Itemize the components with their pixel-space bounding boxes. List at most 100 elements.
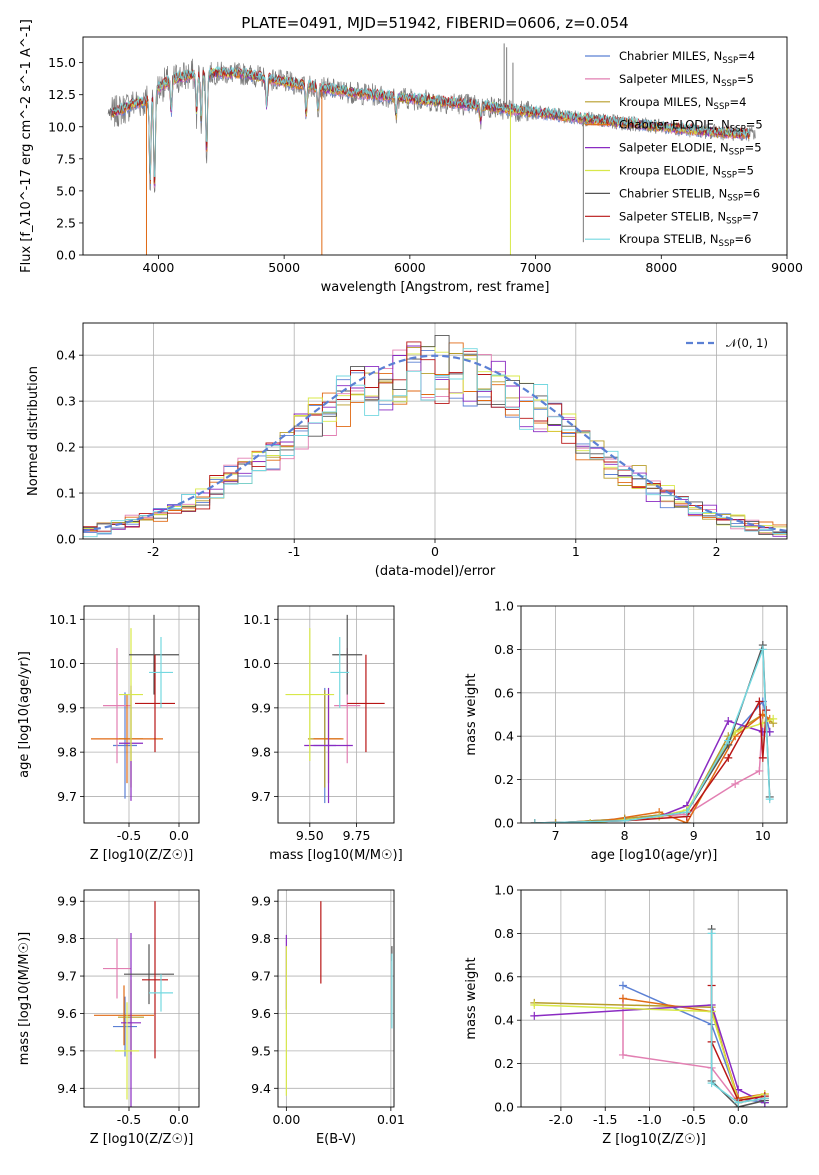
y-axis-label: mass weight: [464, 673, 479, 755]
legend-suffix: =5: [737, 72, 754, 86]
x-tick-label: -2: [147, 544, 159, 559]
x-tick-label: -0.5: [117, 1112, 141, 1127]
x-tick-label: 8: [621, 828, 629, 843]
axes-frame: [277, 889, 395, 1108]
plot-area-mass-vs-ebv: [278, 890, 394, 1107]
x-axis-label: Z [log10(Z/Z☉)]: [90, 1132, 194, 1147]
y-tick-label: 10.0: [49, 656, 77, 671]
weight-marker: [618, 981, 627, 990]
y-tick-label: 1.0: [494, 599, 514, 614]
x-tick-label: 0.00: [272, 1112, 300, 1127]
y-tick-label: 9.9: [57, 894, 77, 909]
errorbar-point: [149, 637, 173, 708]
weight-marker: [734, 1098, 743, 1107]
y-tick-label: 7.5: [56, 151, 76, 166]
errorbar-point: [91, 694, 163, 784]
y-tick-label: 9.8: [251, 931, 271, 946]
x-tick-label: 0: [431, 544, 439, 559]
weight-marker: [682, 808, 691, 817]
legend-suffix: =5: [737, 164, 754, 178]
x-tick-label: 7: [552, 828, 560, 843]
legend-suffix: =5: [746, 118, 763, 132]
y-tick-label: 5.0: [56, 183, 76, 198]
legend-label: Salpeter MILES, N: [619, 72, 721, 86]
y-tick-label: 9.7: [251, 789, 271, 804]
legend-entry: Kroupa ELODIE, NSSP=5: [619, 164, 754, 181]
legend-suffix: =6: [734, 232, 751, 246]
legend-entry: Kroupa MILES, NSSP=4: [619, 95, 746, 112]
x-tick-label: 9000: [771, 260, 803, 275]
chart-title: PLATE=0491, MJD=51942, FIBERID=0606, z=0…: [241, 14, 628, 32]
weight-marker: [530, 819, 539, 823]
y-tick-label: 0.3: [56, 394, 76, 409]
legend-label: Chabrier MILES, N: [619, 49, 722, 63]
errorbar-point: [330, 637, 350, 708]
chart-residuals: -2 -1 0 1 2 0.0 0.1 0.2 0.3 0.4 (data-model)/error…: [26, 322, 788, 579]
y-tick-label: 10.0: [48, 119, 76, 134]
legend-entry: Salpeter ELODIE, NSSP=5: [619, 141, 762, 158]
weight-marker: [618, 994, 627, 1003]
x-axis-label: Z [log10(Z/Z☉)]: [602, 1132, 706, 1147]
legend-subscript: SSP: [729, 148, 745, 158]
y-tick-label: 9.5: [251, 1043, 271, 1058]
axes-frame: [83, 889, 200, 1108]
x-tick-label: 1: [572, 544, 580, 559]
grid-weight-vs-age: [521, 606, 787, 823]
y-tick-label: 0.0: [56, 248, 76, 263]
y-tick-label: 9.7: [57, 789, 77, 804]
legend-suffix: =4: [738, 49, 755, 63]
legend-entry: Chabrier ELODIE, NSSP=5: [619, 118, 763, 135]
axes-frame: [520, 605, 788, 824]
errorbar-point: [94, 985, 154, 1046]
y-tick-label: 0.0: [494, 1100, 514, 1115]
y-tick-label: 12.5: [48, 87, 76, 102]
y-tick-label: 9.6: [57, 1006, 77, 1021]
x-tick-label: 8000: [645, 260, 677, 275]
y-tick-label: 9.7: [57, 969, 77, 984]
y-tick-label: 0.1: [56, 486, 76, 501]
y-axis-label: mass weight: [464, 957, 479, 1039]
x-tick-label: 0.01: [377, 1112, 405, 1127]
errorbar-point: [103, 938, 131, 999]
grid-mass-vs-ebv: [278, 890, 394, 1107]
x-tick-label: 0.0: [728, 1112, 748, 1127]
weight-marker: [724, 717, 733, 726]
weight-marker: [755, 766, 764, 775]
y-tick-label: 2.5: [56, 215, 76, 230]
x-tick-label: 9.75: [343, 828, 371, 843]
y-tick-label: 9.8: [251, 745, 271, 760]
y-tick-label: 0.4: [56, 348, 76, 363]
weight-marker: [530, 1011, 539, 1020]
plot-area-mass-vs-z: [84, 890, 199, 1107]
weight-series-line: [534, 1004, 766, 1104]
y-tick-label: 0.4: [494, 729, 514, 744]
y-axis-label: Normed distribution: [26, 366, 41, 496]
legend-entry: Salpeter MILES, NSSP=5: [619, 72, 754, 89]
errorbar-point: [149, 974, 173, 1012]
chart-age-vs-z: -0.5 0.0 9.7 9.8 9.9 10.0 10.1 Z [log10(Z/Z☉)] a…: [17, 605, 200, 863]
x-tick-label: 2: [713, 544, 721, 559]
y-axis-label: Flux [f_λ10^-17 erg cm^-2 s^-1 A^-1]: [19, 19, 34, 273]
y-tick-label: 0.2: [494, 1056, 514, 1071]
chart-age-vs-mass: 9.50 9.75 9.7 9.8 9.9 10.0 10.1 mass [log10(M/M…: [243, 605, 403, 863]
legend-label: Kroupa STELIB, N: [619, 232, 719, 246]
legend-entry: 𝒩(0, 1): [726, 336, 768, 350]
axes-frame: [83, 605, 200, 824]
legend-suffix: =4: [729, 95, 746, 109]
y-tick-label: 9.9: [251, 700, 271, 715]
errorbar-point: [124, 944, 174, 1005]
weight-series-line: [589, 713, 771, 823]
y-tick-label: 10.0: [243, 656, 271, 671]
weight-marker: [724, 736, 733, 745]
legend: 𝒩(0, 1): [686, 336, 768, 350]
legend-suffix: =5: [745, 141, 762, 155]
y-tick-label: 0.2: [494, 772, 514, 787]
legend-suffix: =6: [743, 186, 760, 200]
y-tick-label: 9.9: [251, 894, 271, 909]
x-tick-label: 5000: [268, 260, 300, 275]
y-tick-label: 0.8: [494, 642, 514, 657]
y-tick-label: 0.4: [494, 1013, 514, 1028]
